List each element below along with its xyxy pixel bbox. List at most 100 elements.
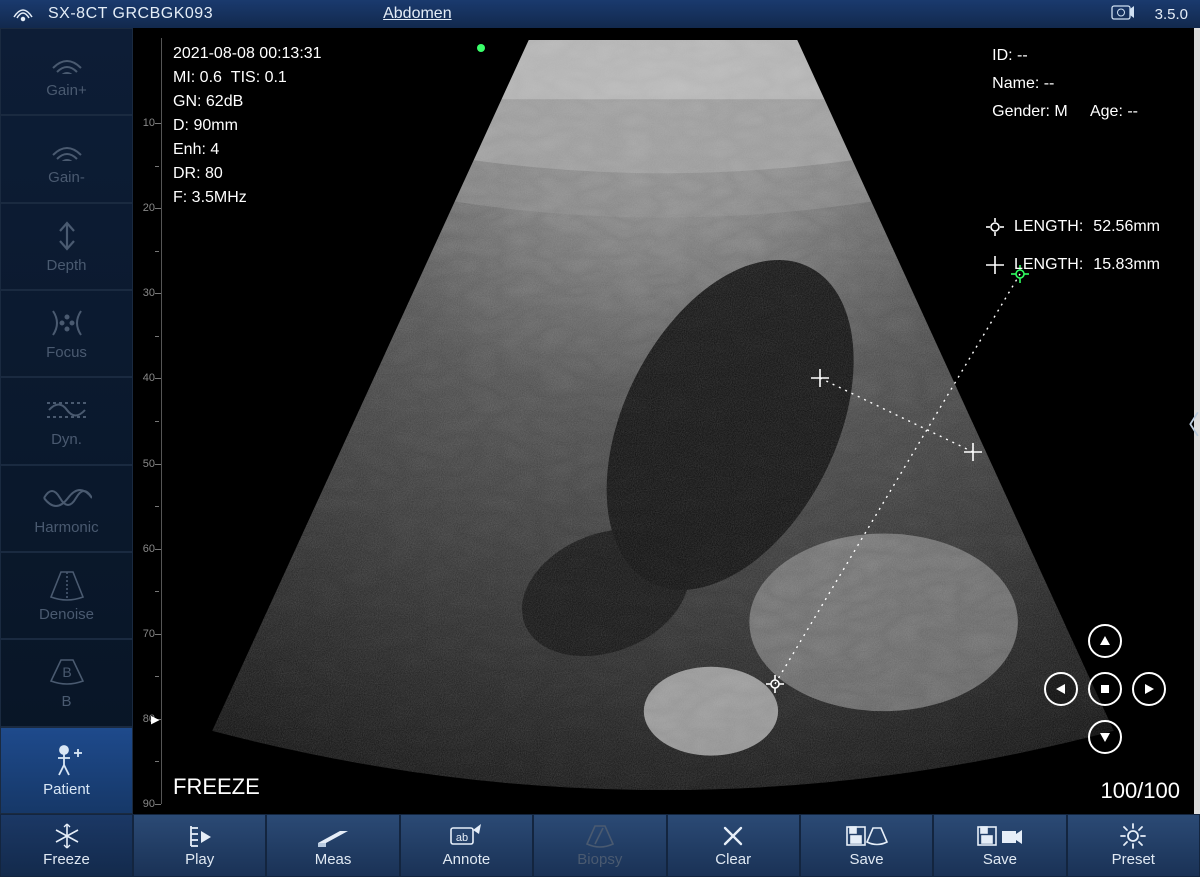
play-icon [185,823,215,849]
scan-area: 〈 102030405060708090▶ [133,28,1200,814]
bottom-label: Save [849,851,883,868]
sidebar-harmonic-button[interactable]: Harmonic [0,465,133,552]
patient-info: ID: -- Name: -- Gender: M Age: -- [992,42,1138,126]
bottom-biopsy-button[interactable]: Biopsy [533,814,666,877]
sidebar-focus-button[interactable]: Focus [0,290,133,377]
harmonic-icon [42,481,92,515]
bottom-annote-button[interactable]: ab Annote [400,814,533,877]
freeze-status: FREEZE [173,774,260,800]
ruler-tick-90: 90 [143,798,155,810]
bottom-save-cine-button[interactable]: Save [933,814,1066,877]
ruler-tick-70: 70 [143,628,155,640]
bottom-label: Save [983,851,1017,868]
gain-minus-icon [47,131,87,165]
frame-counter: 100/100 [1100,778,1180,804]
sidebar-gain-minus-button[interactable]: Gain- [0,115,133,202]
meas-1-label: LENGTH: [1014,218,1083,236]
bottom-label: Play [185,851,214,868]
target-icon [986,218,1004,236]
patient-gender: Gender: M [992,103,1068,120]
save-cine-icon [976,823,1024,849]
sidebar-depth-button[interactable]: Depth [0,203,133,290]
sidebar-label: Depth [46,257,86,274]
bottom-label: Biopsy [577,851,622,868]
param-enh: Enh: 4 [173,138,322,162]
cross-icon [986,256,1004,274]
dpad-up-button[interactable] [1088,624,1122,658]
sidebar-gain-plus-button[interactable]: Gain+ [0,28,133,115]
svg-text:ab: ab [456,832,468,844]
bottom-play-button[interactable]: Play [133,814,266,877]
sidebar-label: B [61,693,71,710]
dpad-left-button[interactable] [1044,672,1078,706]
measurements: LENGTH: 52.56mm LENGTH: 15.83mm [986,218,1160,294]
param-gn: GN: 62dB [173,90,322,114]
focus-icon [47,306,87,340]
annote-icon: ab [449,823,483,849]
dpad-stop-button[interactable] [1088,672,1122,706]
patient-name: Name: -- [992,70,1138,98]
biopsy-icon [585,823,615,849]
exam-mode[interactable]: Abdomen [383,5,452,23]
sidebar-label: Denoise [39,606,94,623]
preset-icon [1119,823,1147,849]
ruler-tick-40: 40 [143,372,155,384]
patient-icon [50,743,84,777]
ruler-tick-50: 50 [143,458,155,470]
sidebar: Gain+ Gain- Depth Focus Dyn. Harmonic Denoise B… [0,28,133,814]
patient-age: Age: -- [1090,103,1138,120]
sidebar-patient-button[interactable]: Patient [0,727,133,814]
denoise-icon [47,568,87,602]
bottom-freeze-button[interactable]: Freeze [0,814,133,877]
param-timestamp: 2021-08-08 00:13:31 [173,42,322,66]
param-mi: MI: 0.6 [173,69,222,86]
meas-2-value: 15.83mm [1093,256,1160,274]
expand-panel-icon[interactable]: 〈 [1174,405,1200,442]
bottom-save-img-button[interactable]: Save [800,814,933,877]
status-dot [477,44,485,52]
dpad-down-button[interactable] [1088,720,1122,754]
b-mode-icon: B [47,655,87,689]
version-label: 3.5.0 [1155,6,1188,23]
bottom-label: Meas [315,851,352,868]
depth-icon [50,219,84,253]
bottom-preset-button[interactable]: Preset [1067,814,1200,877]
clear-icon [721,823,745,849]
bottom-label: Annote [443,851,491,868]
dpad-right-button[interactable] [1132,672,1166,706]
sidebar-b-mode-button[interactable]: BB [0,639,133,726]
param-dr: DR: 80 [173,162,322,186]
bottom-meas-button[interactable]: Meas [266,814,399,877]
cine-dpad [1040,624,1170,754]
ultrasound-fan [193,40,1133,800]
sidebar-label: Dyn. [51,431,82,448]
ruler-tick-60: 60 [143,543,155,555]
camera-icon[interactable] [1111,3,1135,26]
sidebar-label: Gain- [48,169,85,186]
svg-text:B: B [62,664,71,680]
param-d: D: 90mm [173,114,322,138]
save-img-icon [845,823,889,849]
sidebar-dyn-button[interactable]: Dyn. [0,377,133,464]
ruler-tick-30: 30 [143,287,155,299]
bottom-label: Preset [1112,851,1155,868]
signal-icon [8,5,38,23]
bottombar: Freeze Play Meas ab Annote Biopsy Clear Save Sav… [0,814,1200,877]
param-tis: TIS: 0.1 [231,69,287,86]
sidebar-label: Focus [46,344,87,361]
patient-id: ID: -- [992,42,1138,70]
scan-params: 2021-08-08 00:13:31 MI: 0.6 TIS: 0.1 GN:… [173,42,322,210]
sidebar-label: Patient [43,781,90,798]
sidebar-label: Gain+ [46,82,86,99]
bottom-clear-button[interactable]: Clear [667,814,800,877]
focus-arrow-icon: ▶ [151,713,159,726]
ruler-tick-10: 10 [143,117,155,129]
meas-1-value: 52.56mm [1093,218,1160,236]
meas-icon [316,823,350,849]
device-id: SX-8CT GRCBGK093 [48,5,213,23]
bottom-label: Freeze [43,851,90,868]
ruler-tick-20: 20 [143,202,155,214]
dyn-icon [45,393,89,427]
sidebar-denoise-button[interactable]: Denoise [0,552,133,639]
depth-ruler: 102030405060708090▶ [133,28,167,814]
